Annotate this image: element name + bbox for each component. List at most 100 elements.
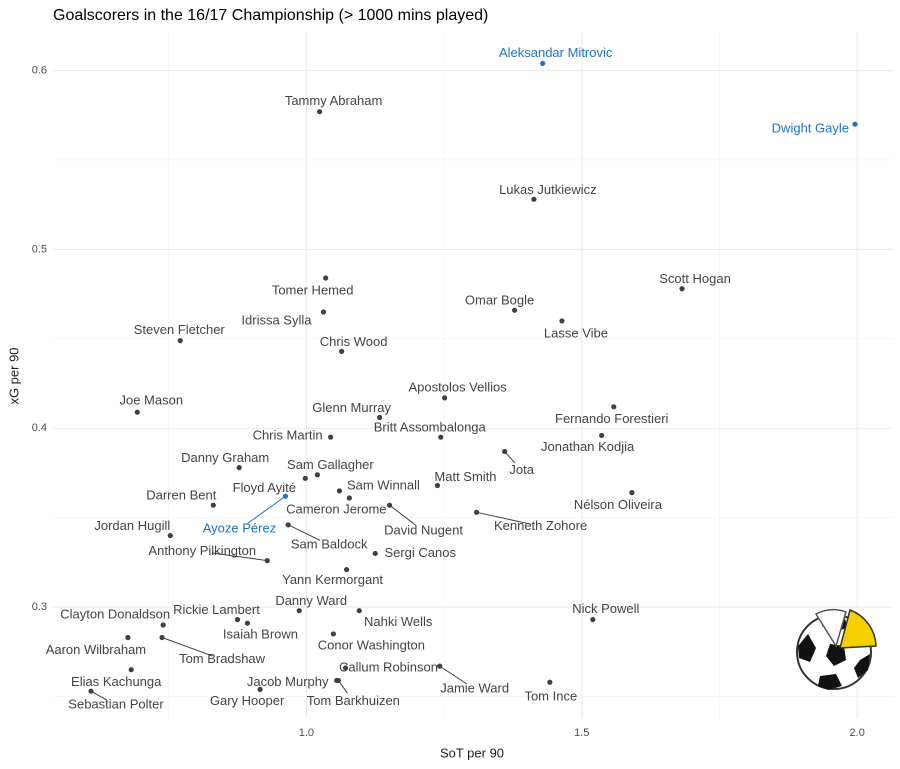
football-logo [796,608,877,690]
point [346,495,352,501]
point [134,409,140,415]
point [852,121,858,127]
point [629,490,635,496]
point-label: Aleksandar Mitrovic [499,45,613,60]
leader-line [161,637,213,657]
point [125,634,131,641]
point-label: Rickie Lambert [173,602,260,617]
marks: Aleksandar Mitrovic Dwight Gayle Tammy Abr… [46,45,858,712]
point-label: Jacob Murphy [247,674,329,689]
point [342,665,349,671]
point-label: Aaron Wilbraham [46,642,146,657]
leader-line [439,665,467,685]
leader-line [212,552,268,562]
point [302,475,308,481]
point-label: Dwight Gayle [772,121,849,136]
y-tick-label: 0.6 [32,64,47,76]
point-label: David Nugent [384,523,463,538]
x-tick-label: 1.5 [574,727,589,739]
point-label: Conor Washington [318,637,425,652]
point-label: Steven Fletcher [134,322,226,337]
point-label: Tomer Hemed [272,282,354,297]
point-label: Glenn Murray [312,400,391,415]
point-label: Danny Ward [275,593,347,608]
point [236,465,242,471]
point [160,622,166,628]
point [511,307,518,313]
point [257,686,263,692]
point-label: Lasse Vibe [544,325,608,340]
point-label: Isaiah Brown [223,627,298,642]
point-label: Darren Bent [146,488,216,503]
point-label: Yann Kermorgant [282,572,383,587]
point-label: Tom Bradshaw [179,651,266,666]
point [502,448,508,455]
y-axis-title: xG per 90 [6,347,21,404]
point [282,493,289,499]
point-label: Sam Winnall [347,477,420,492]
point-label: Apostolos Vellios [408,379,507,394]
point-label: Britt Assombalonga [374,420,487,435]
point [590,617,596,623]
point [343,566,350,573]
point [210,502,216,508]
point-label: Danny Graham [181,450,269,465]
point-label: Nahki Wells [364,614,433,629]
point [330,631,336,637]
point-label: Matt Smith [434,469,496,484]
y-tick-label: 0.5 [32,243,47,255]
y-tick-label: 0.3 [32,601,47,613]
point [372,550,378,557]
leader-line [247,495,286,524]
point-label: Tom Ince [524,689,577,704]
point-label: Sebastian Polter [68,697,164,712]
point-label: Chris Martin [253,428,323,443]
leader-line [90,690,108,701]
point-label: Sergi Canos [384,545,456,560]
point-label: Anthony Pilkington [148,543,256,558]
point [244,620,251,626]
point-label: Tammy Abraham [285,93,383,108]
leader-line [476,511,531,525]
point [611,404,617,410]
point-label: Clayton Donaldson [60,606,170,621]
point [339,348,345,354]
point [177,338,183,344]
point-label: Idrissa Sylla [241,312,312,327]
point-label: Jordan Hugill [94,518,170,533]
point-label: Tom Barkhuizen [307,693,400,708]
point [264,558,270,564]
point-label: Sam Baldock [291,536,368,551]
point-label: Joe Mason [119,393,183,408]
point-label: Chris Wood [320,334,388,349]
point-label: Cameron Jerome [286,501,386,516]
point-label: Gary Hooper [210,693,285,708]
point [285,522,291,528]
point-label: Scott Hogan [659,271,731,286]
point [328,434,334,440]
point [234,617,241,623]
point [167,532,173,539]
point-label: Jota [509,462,534,477]
point [437,663,443,669]
point [336,488,343,494]
point-label: Floyd Ayité [233,480,296,495]
point [128,667,134,673]
point-label: Callum Robinson [339,659,438,674]
y-tick-label: 0.4 [32,422,47,434]
chart-title: Goalscorers in the 16/17 Championship (>… [53,7,488,24]
point-label: Jonathan Kodjia [541,439,635,454]
point-label: Nélson Oliveira [574,497,663,512]
point [438,434,444,440]
point [599,432,605,439]
point-label: Omar Bogle [465,293,534,308]
point [323,275,329,281]
grid [53,33,893,718]
point [540,60,546,67]
point-label: Nick Powell [572,601,639,616]
point [442,395,448,401]
point [296,608,302,614]
point-label: Jamie Ward [440,681,509,696]
point [547,679,553,685]
